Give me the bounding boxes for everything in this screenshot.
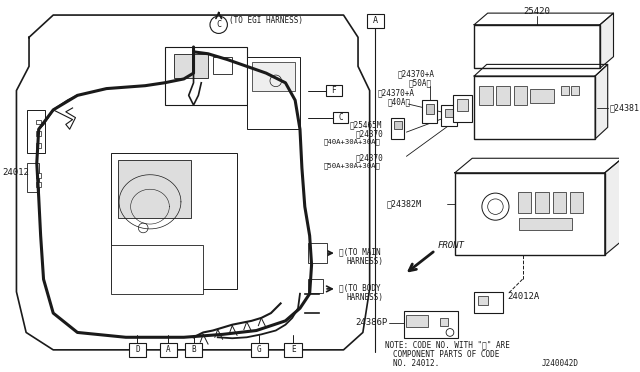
Text: ※24370: ※24370 [355, 129, 383, 138]
Bar [36, 173, 41, 177]
Bar [185, 343, 202, 357]
Bar [406, 315, 428, 327]
Text: ③(TO MAIN: ③(TO MAIN [339, 247, 380, 256]
Text: A: A [373, 16, 378, 25]
Text: B: B [191, 345, 196, 355]
Bar [474, 25, 600, 68]
Bar [27, 110, 45, 153]
Bar [561, 86, 569, 95]
Bar [251, 343, 268, 357]
Text: 24386P: 24386P [355, 318, 387, 327]
Bar [118, 160, 191, 218]
Bar [441, 105, 457, 126]
Bar [570, 192, 584, 214]
Bar [514, 86, 527, 105]
Text: J240042D: J240042D [542, 359, 579, 368]
Text: 25420: 25420 [524, 7, 550, 16]
Bar [252, 61, 295, 90]
Text: ②(TO BODY: ②(TO BODY [339, 283, 380, 292]
Bar [27, 163, 38, 192]
Text: ※24382M: ※24382M [387, 199, 422, 208]
Bar [159, 343, 177, 357]
Text: COMPONENT PARTS OF CODE: COMPONENT PARTS OF CODE [393, 350, 499, 359]
Bar [474, 292, 503, 313]
Bar [129, 343, 146, 357]
Text: HARNESS): HARNESS) [346, 257, 383, 266]
Text: HARNESS): HARNESS) [346, 293, 383, 302]
Text: A: A [166, 345, 171, 355]
Text: E: E [291, 345, 296, 355]
Bar [535, 192, 548, 214]
Polygon shape [595, 64, 608, 139]
Bar [213, 57, 232, 74]
Text: G: G [257, 345, 262, 355]
Text: F: F [332, 86, 336, 95]
Text: C: C [339, 113, 343, 122]
Bar [497, 86, 510, 105]
Bar [478, 296, 488, 305]
Text: D: D [135, 345, 140, 355]
Text: FRONT: FRONT [437, 241, 464, 250]
Text: 24012: 24012 [2, 168, 29, 177]
Bar [453, 95, 472, 122]
Bar [457, 99, 468, 111]
Bar [479, 86, 493, 105]
Bar [571, 86, 579, 95]
Text: C: C [216, 20, 221, 29]
Bar [174, 54, 208, 78]
Text: （50A）: （50A） [408, 78, 431, 87]
Bar [367, 14, 384, 28]
Bar [36, 182, 41, 187]
Bar [394, 122, 401, 129]
Text: (TO EGI HARNESS): (TO EGI HARNESS) [229, 16, 303, 25]
Text: ※24381: ※24381 [610, 103, 639, 112]
Text: 24012A: 24012A [507, 292, 540, 301]
Text: （50A+30A+30A）: （50A+30A+30A） [323, 162, 380, 169]
Bar [111, 153, 237, 289]
Bar [404, 311, 458, 338]
Bar [518, 192, 531, 214]
Text: ※24370+A: ※24370+A [377, 89, 414, 97]
Text: ※25465M: ※25465M [350, 120, 382, 129]
Bar [426, 104, 433, 114]
Bar [326, 85, 342, 96]
Bar [552, 192, 566, 214]
Bar [111, 246, 204, 294]
Bar [308, 243, 327, 263]
Bar [285, 343, 302, 357]
Bar [164, 47, 247, 105]
Bar [36, 143, 41, 148]
Bar [36, 131, 41, 136]
Text: ※24370+A: ※24370+A [397, 69, 435, 78]
Bar [455, 173, 605, 255]
Bar [440, 318, 448, 326]
Bar [308, 279, 323, 293]
Text: （40A+30A+30A）: （40A+30A+30A） [323, 138, 380, 145]
Polygon shape [600, 13, 614, 68]
Bar [422, 100, 437, 124]
Text: （40A）: （40A） [388, 97, 412, 106]
Bar [333, 112, 348, 124]
Bar [445, 109, 453, 117]
Text: ※24370: ※24370 [355, 153, 383, 163]
Bar [531, 89, 554, 103]
Text: NO. 24012.: NO. 24012. [393, 359, 439, 368]
Bar [36, 119, 41, 124]
Text: NOTE: CODE NO. WITH "※" ARE: NOTE: CODE NO. WITH "※" ARE [385, 340, 510, 349]
Bar [474, 76, 595, 139]
Bar [391, 118, 404, 139]
Bar [518, 218, 572, 230]
Polygon shape [605, 158, 622, 255]
Bar [247, 57, 300, 129]
